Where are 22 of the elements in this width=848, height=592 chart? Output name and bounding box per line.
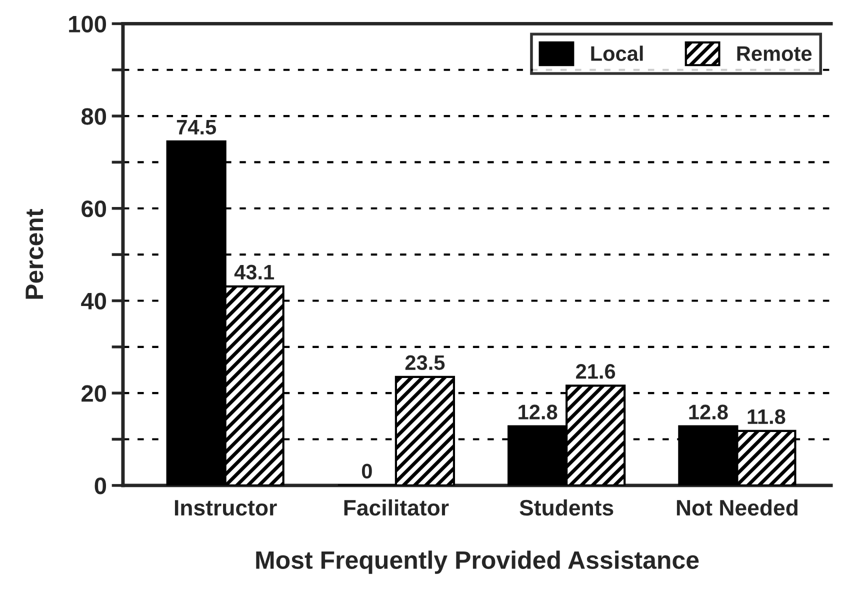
data-label: 74.5 <box>176 120 216 135</box>
legend-label: Local <box>591 46 643 61</box>
x-tick-label: Instructor <box>174 500 277 516</box>
y-tick-label: 40 <box>81 292 106 310</box>
x-tick-label: Not Needed <box>676 499 798 516</box>
x-tick-label: Students <box>520 499 614 516</box>
y-tick-label: 20 <box>82 385 106 402</box>
data-label: 21.6 <box>576 364 616 379</box>
y-tick-label: 60 <box>82 200 106 218</box>
y-tick-label: 100 <box>69 16 106 32</box>
y-axis-title: Percent <box>26 209 44 299</box>
y-tick-label: 80 <box>81 108 106 125</box>
data-label: 11.8 <box>748 409 786 424</box>
data-label: 43.1 <box>234 264 274 280</box>
data-label: 12.8 <box>689 404 728 420</box>
x-tick-label: Facilitator <box>344 499 449 516</box>
data-label: 12.8 <box>518 404 558 420</box>
legend-label: Remote <box>737 46 812 61</box>
x-axis-title: Most Frequently Provided Assistance <box>256 550 699 574</box>
y-tick-label: 0 <box>94 478 106 494</box>
data-label: 0 <box>362 464 372 479</box>
data-label: 23.5 <box>405 355 445 370</box>
